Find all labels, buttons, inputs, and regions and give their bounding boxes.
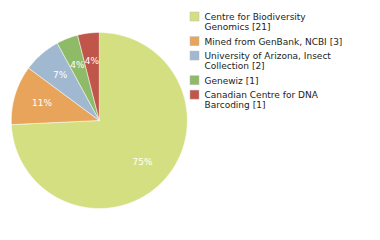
svg-text:Canadian Centre for DNABarcodi: Canadian Centre for DNABarcoding [1] — [205, 90, 319, 110]
svg-text:4%: 4% — [85, 56, 100, 66]
svg-text:Centre for BiodiversityGenomic: Centre for BiodiversityGenomics [21] — [205, 12, 307, 32]
svg-text:75%: 75% — [133, 157, 153, 167]
svg-text:4%: 4% — [70, 60, 85, 70]
svg-text:Genewiz [1]: Genewiz [1] — [205, 76, 259, 86]
svg-text:11%: 11% — [32, 98, 52, 108]
svg-text:7%: 7% — [53, 70, 68, 80]
svg-text:Mined from GenBank, NCBI [3]: Mined from GenBank, NCBI [3] — [205, 37, 343, 47]
svg-text:University of Arizona, InsectC: University of Arizona, InsectCollection … — [205, 51, 332, 71]
